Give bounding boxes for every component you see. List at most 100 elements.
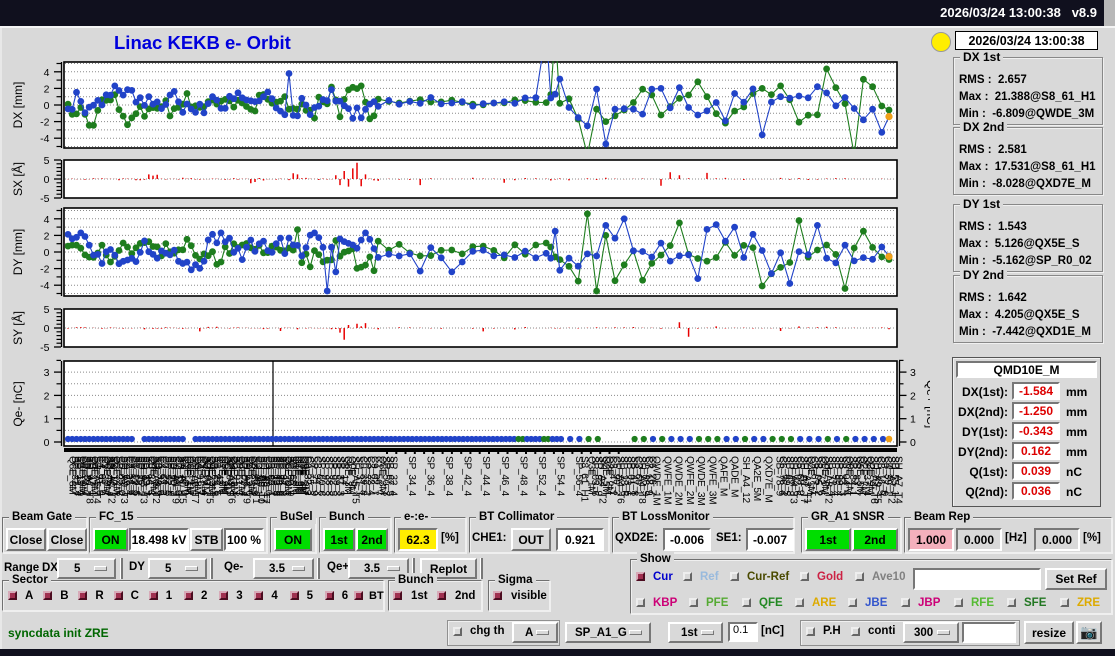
svg-text:SP_51_3: SP_51_3 — [233, 456, 244, 496]
svg-text:SH_A4_T2: SH_A4_T2 — [596, 456, 607, 504]
svg-text:SP_92_5: SP_92_5 — [327, 456, 338, 496]
svg-text:SP_92_3: SP_92_3 — [319, 456, 330, 496]
svg-text:SP_72_7: SP_72_7 — [133, 456, 144, 496]
svg-text:SB_45_4: SB_45_4 — [103, 456, 114, 496]
svg-text:SP_71_9: SP_71_9 — [308, 456, 319, 496]
svg-text:SH_A7_T8: SH_A7_T8 — [84, 456, 95, 504]
svg-text:Q4E_7M: Q4E_7M — [236, 456, 247, 494]
svg-text:SP_21_4: SP_21_4 — [71, 456, 82, 496]
svg-text:Q9E_2M: Q9E_2M — [299, 456, 310, 494]
svg-text:SH_A4_T3: SH_A4_T3 — [788, 456, 799, 504]
svg-text:Qe+ [nC]: Qe+ [nC] — [924, 380, 930, 428]
svg-text:Q6E_3M: Q6E_3M — [292, 456, 303, 494]
svg-text:SP_77_0: SP_77_0 — [879, 456, 890, 496]
svg-text:C1_14_6: C1_14_6 — [187, 456, 198, 496]
svg-text:SH_A4_T6: SH_A4_T6 — [868, 456, 879, 504]
svg-text:C3_17_9: C3_17_9 — [196, 456, 207, 496]
svg-text:QWFE_1M: QWFE_1M — [662, 456, 673, 504]
svg-text:SP_60_6: SP_60_6 — [316, 456, 327, 496]
svg-text:5: 5 — [44, 304, 50, 316]
svg-text:0: 0 — [44, 437, 50, 449]
svg-text:SB_83_7: SB_83_7 — [851, 456, 862, 496]
svg-text:QWDE_1M: QWDE_1M — [650, 456, 661, 505]
svg-text:SH_A5_T4: SH_A5_T4 — [91, 456, 102, 504]
svg-text:C1_91_6: C1_91_6 — [94, 456, 105, 496]
svg-text:SP_38_4: SP_38_4 — [443, 456, 454, 496]
svg-text:C8_94_3: C8_94_3 — [312, 456, 323, 496]
svg-text:Q8E_3M: Q8E_3M — [297, 456, 308, 494]
svg-text:Q4E_3M: Q4E_3M — [206, 456, 217, 494]
svg-text:SB_55_1: SB_55_1 — [889, 456, 900, 496]
svg-text:Q9E_6M: Q9E_6M — [819, 456, 830, 494]
svg-text:SH_A9_T3: SH_A9_T3 — [118, 456, 129, 504]
svg-text:C5_72_6: C5_72_6 — [816, 456, 827, 496]
svg-text:SB_84_1: SB_84_1 — [847, 456, 858, 496]
svg-text:Q2E_1M: Q2E_1M — [805, 456, 816, 494]
svg-text:SH_A7_T2: SH_A7_T2 — [886, 456, 897, 504]
svg-text:3: 3 — [44, 367, 50, 379]
svg-text:SP_04_5: SP_04_5 — [223, 456, 234, 496]
svg-text:SP_95_4: SP_95_4 — [830, 456, 841, 496]
svg-text:SH_A0_T5: SH_A0_T5 — [177, 456, 188, 504]
svg-text:C4_67_3: C4_67_3 — [157, 456, 168, 496]
svg-text:SB_69_1: SB_69_1 — [120, 456, 131, 496]
svg-text:0: 0 — [44, 100, 50, 112]
svg-text:0: 0 — [44, 247, 50, 259]
svg-text:C8_10_0: C8_10_0 — [79, 456, 90, 496]
svg-text:Q2E_9M: Q2E_9M — [865, 456, 876, 494]
svg-text:Q7E_6M: Q7E_6M — [294, 456, 305, 494]
svg-text:C3_16_0: C3_16_0 — [263, 456, 274, 496]
svg-text:C3_22_4: C3_22_4 — [365, 456, 376, 496]
svg-text:SP_52_4: SP_52_4 — [536, 456, 547, 496]
svg-text:SH_A8_T9: SH_A8_T9 — [240, 456, 251, 504]
svg-text:-4: -4 — [40, 133, 49, 145]
svg-text:Q3E_1M: Q3E_1M — [586, 456, 597, 494]
svg-text:Q8E_8M: Q8E_8M — [67, 456, 78, 494]
svg-text:SP_02_4: SP_02_4 — [238, 456, 249, 496]
svg-text:0: 0 — [44, 323, 50, 335]
svg-text:SH_A7_T4: SH_A7_T4 — [893, 456, 904, 504]
svg-text:SP_49_3: SP_49_3 — [280, 456, 291, 496]
svg-text:SH_A7_T5: SH_A7_T5 — [204, 456, 215, 504]
svg-text:SP_56_4: SP_56_4 — [573, 456, 584, 496]
svg-text:C7_16_0: C7_16_0 — [179, 456, 190, 496]
svg-text:SP_34_4: SP_34_4 — [406, 456, 417, 496]
svg-text:SP_68_1: SP_68_1 — [287, 456, 298, 496]
svg-text:SP_72_2: SP_72_2 — [361, 456, 372, 496]
svg-text:C6_76_4: C6_76_4 — [777, 456, 788, 496]
svg-text:Q9E_6M: Q9E_6M — [182, 456, 193, 494]
svg-text:SP_34_8: SP_34_8 — [277, 456, 288, 496]
svg-text:SB_90_7: SB_90_7 — [167, 456, 178, 496]
svg-text:-5: -5 — [40, 193, 49, 205]
svg-text:SP_31_1: SP_31_1 — [354, 456, 365, 496]
svg-text:0: 0 — [910, 437, 916, 449]
svg-text:Q3E_3M: Q3E_3M — [228, 456, 239, 494]
svg-text:C9_02_7: C9_02_7 — [369, 456, 380, 496]
svg-text:SB_83_7: SB_83_7 — [140, 456, 151, 496]
svg-text:Q1E_8M: Q1E_8M — [289, 456, 300, 494]
svg-text:QWFE_2M: QWFE_2M — [684, 456, 695, 504]
svg-text:SB_75_9: SB_75_9 — [165, 456, 176, 496]
svg-text:SP_32_4: SP_32_4 — [388, 456, 399, 496]
svg-text:SH_A0_T2: SH_A0_T2 — [106, 456, 117, 504]
svg-text:Q9E_1M: Q9E_1M — [184, 456, 195, 494]
svg-text:Q4E_7M: Q4E_7M — [147, 456, 158, 494]
svg-text:4: 4 — [44, 67, 50, 79]
svg-text:SP_93_9: SP_93_9 — [593, 456, 604, 496]
svg-text:SB_22_5: SB_22_5 — [211, 456, 222, 496]
svg-text:C3_30_7: C3_30_7 — [98, 456, 109, 496]
svg-text:SP_46_4: SP_46_4 — [499, 456, 510, 496]
svg-text:QAFE_M: QAFE_M — [718, 456, 729, 496]
svg-text:C4_61_0: C4_61_0 — [96, 456, 107, 496]
svg-text:Q2E_7M: Q2E_7M — [858, 456, 869, 494]
svg-text:C1_56_7: C1_56_7 — [373, 456, 384, 496]
svg-text:Q6E_9M: Q6E_9M — [101, 456, 112, 494]
svg-text:SP_16_1: SP_16_1 — [143, 456, 154, 496]
svg-text:C0_32_3: C0_32_3 — [302, 456, 313, 496]
svg-text:C7_18_9: C7_18_9 — [643, 456, 654, 496]
svg-text:SH_A8_T2: SH_A8_T2 — [150, 456, 161, 504]
svg-text:SB_47_1: SB_47_1 — [86, 456, 97, 496]
svg-text:SB_93_2: SB_93_2 — [201, 456, 212, 496]
svg-text:SH_A8_T0: SH_A8_T0 — [255, 456, 266, 504]
svg-text:SB_78_9: SB_78_9 — [774, 456, 785, 496]
